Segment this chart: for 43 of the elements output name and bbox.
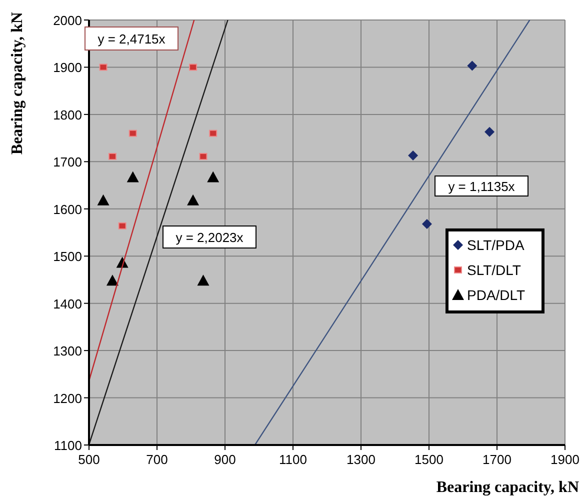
point <box>408 150 418 161</box>
y-tick-label: 1100 <box>54 438 82 453</box>
point <box>207 171 220 182</box>
point <box>118 222 126 230</box>
y-tick-label: 1900 <box>53 60 82 76</box>
y-axis-title: Bearing capacity, kN <box>9 12 26 155</box>
point <box>199 152 208 160</box>
point <box>126 171 139 182</box>
x-tick-label: 900 <box>214 452 236 467</box>
x-tick-label: 1100 <box>279 452 307 467</box>
x-tick-label: 700 <box>146 452 168 467</box>
y-tick-label: 1200 <box>53 390 82 406</box>
point <box>128 130 137 137</box>
y-tick-label: 1300 <box>53 344 82 359</box>
point <box>99 64 108 71</box>
annotation: y = 2,2023x <box>176 230 244 245</box>
legend-label: SLT/DLT <box>467 262 522 278</box>
point <box>467 60 478 71</box>
y-tick-label: 1600 <box>53 202 82 217</box>
y-tick-label: 2000 <box>53 13 82 28</box>
point <box>106 274 118 286</box>
annotation: y = 1,1135x <box>448 179 516 194</box>
legend-label: SLT/PDA <box>467 236 525 253</box>
x-tick-label: 1300 <box>346 452 376 467</box>
point <box>97 194 110 206</box>
x-tick-label: 1500 <box>414 452 444 467</box>
y-tick-label: 1400 <box>53 296 82 312</box>
legend-label: PDA/DLT <box>467 286 526 303</box>
point <box>197 274 210 286</box>
point <box>187 194 200 206</box>
point <box>108 152 116 160</box>
x-tick-label: 1900 <box>550 452 580 467</box>
point <box>484 126 495 137</box>
point <box>209 130 218 137</box>
point <box>422 219 432 229</box>
point <box>189 64 198 71</box>
y-tick-label: 1500 <box>53 249 82 264</box>
x-tick-label: 1700 <box>482 452 512 467</box>
annotation: y = 2,4715x <box>98 32 166 46</box>
x-axis-title: Bearing capacity, kN <box>436 479 580 496</box>
x-tick-label: 500 <box>78 452 100 467</box>
y-tick-label: 1700 <box>53 154 82 170</box>
y-tick-label: 1800 <box>53 107 82 122</box>
